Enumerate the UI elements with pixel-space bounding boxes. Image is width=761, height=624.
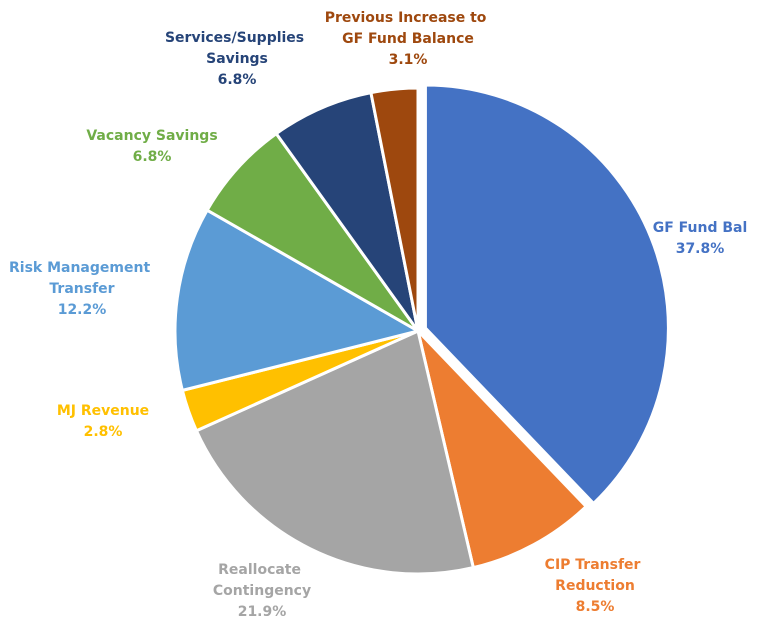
- pie-slice: [423, 83, 670, 505]
- slice-label: GF Fund Bal: [653, 220, 748, 236]
- slice-value-label: 2.8%: [84, 424, 123, 440]
- slice-label: Risk Management Transfer: [9, 260, 155, 297]
- slice-value-label: 21.9%: [238, 604, 287, 620]
- slice-label: MJ Revenue: [57, 403, 149, 419]
- pie-slice: [173, 208, 420, 392]
- slice-label: Vacancy Savings: [86, 128, 217, 144]
- slice-value-label: 3.1%: [389, 52, 428, 68]
- slice-value-label: 8.5%: [576, 599, 615, 615]
- slice-label: Services/Supplies Savings: [165, 30, 309, 67]
- slice-value-label: 37.8%: [676, 241, 725, 257]
- slice-label: Previous Increase to GF Fund Balance: [325, 10, 492, 47]
- pie-slice: [194, 329, 475, 576]
- pie-slice: [369, 86, 420, 333]
- slice-value-label: 12.2%: [58, 302, 107, 318]
- slice-label: Reallocate Contingency: [213, 562, 311, 599]
- slice-value-label: 6.8%: [133, 149, 172, 165]
- slice-value-label: 6.8%: [218, 72, 257, 88]
- slice-label: CIP Transfer Reduction: [545, 557, 646, 594]
- pie-slice: [205, 132, 420, 333]
